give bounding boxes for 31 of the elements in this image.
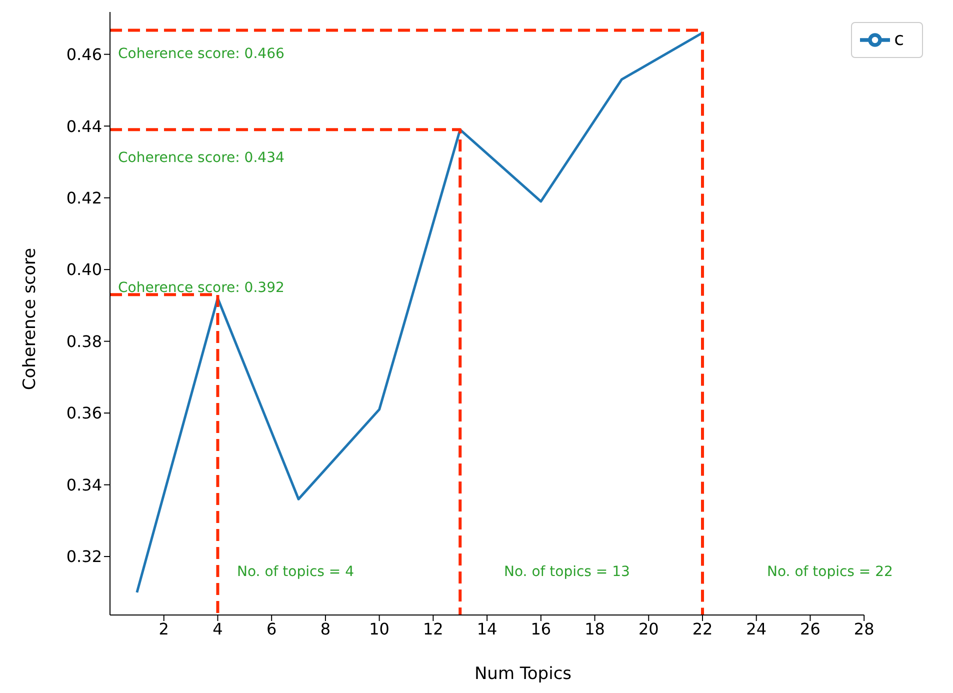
y-tick-label: 0.38 bbox=[66, 332, 102, 351]
y-tick-label: 0.32 bbox=[66, 547, 102, 566]
x-tick-label: 6 bbox=[266, 619, 277, 638]
y-axis-title: Coherence score bbox=[20, 248, 40, 390]
x-tick-label: 28 bbox=[854, 619, 874, 638]
x-tick-label: 18 bbox=[584, 619, 605, 638]
y-tick-label: 0.36 bbox=[66, 404, 102, 423]
y-tick-label: 0.46 bbox=[66, 45, 102, 64]
annotation: Coherence score: 0.392 bbox=[118, 280, 284, 296]
x-tick-label: 20 bbox=[638, 619, 659, 638]
x-tick-label: 24 bbox=[746, 619, 767, 638]
x-tick-label: 26 bbox=[800, 619, 820, 638]
x-tick-label: 2 bbox=[158, 619, 169, 638]
y-tick-label: 0.40 bbox=[66, 260, 102, 280]
x-tick-label: 8 bbox=[320, 619, 331, 638]
annotation: No. of topics = 4 bbox=[237, 564, 354, 580]
x-tick-label: 12 bbox=[423, 619, 444, 638]
x-tick-label: 16 bbox=[530, 619, 552, 638]
x-tick-label: 4 bbox=[212, 619, 223, 638]
annotation: No. of topics = 22 bbox=[767, 564, 893, 580]
annotation: No. of topics = 13 bbox=[504, 564, 630, 580]
x-tick-label: 22 bbox=[692, 619, 713, 638]
annotation: Coherence score: 0.466 bbox=[118, 46, 284, 62]
x-axis-title: Num Topics bbox=[473, 664, 573, 684]
y-tick-label: 0.34 bbox=[66, 475, 102, 494]
y-tick-label: 0.42 bbox=[66, 188, 102, 208]
y-tick-label: 0.44 bbox=[66, 116, 102, 136]
x-tick-label: 14 bbox=[476, 619, 498, 638]
x-tick-label: 10 bbox=[369, 619, 390, 638]
legend-label: c bbox=[894, 28, 904, 50]
annotation: Coherence score: 0.434 bbox=[118, 150, 284, 166]
